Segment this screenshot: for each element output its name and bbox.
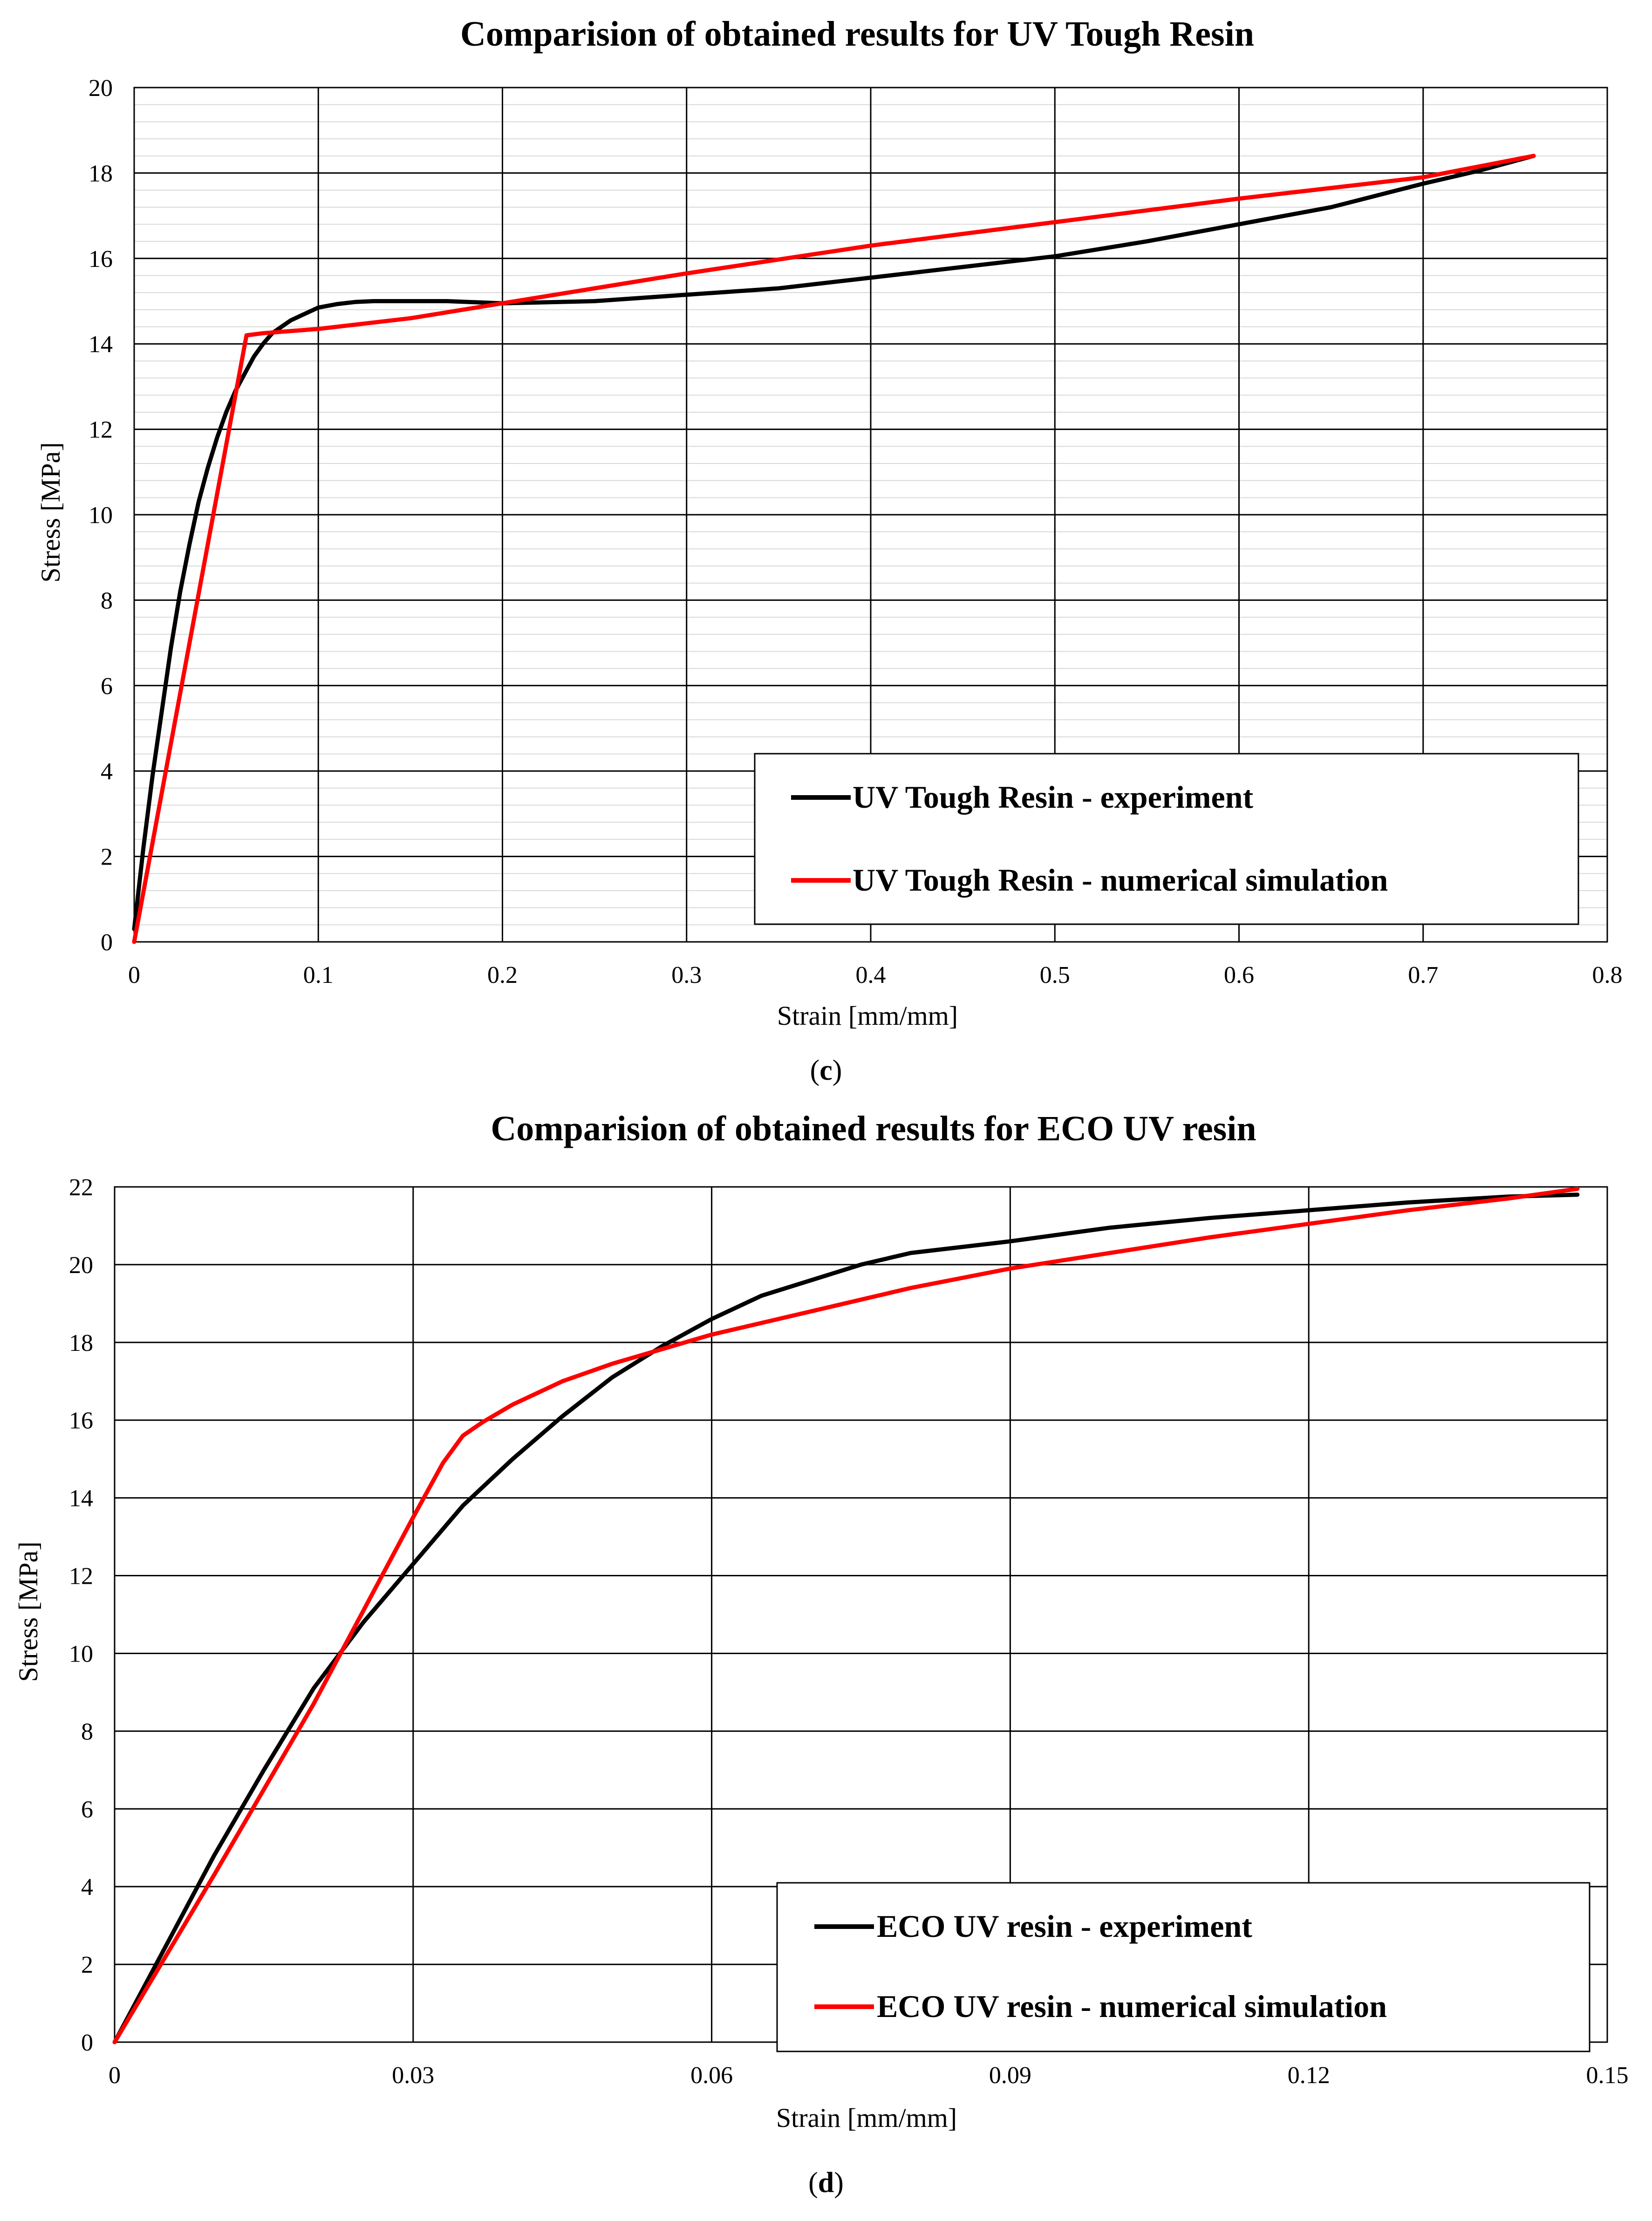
chart-c-caption-open: (	[810, 1055, 820, 1086]
chart-c-y-tick-label: 6	[101, 673, 113, 700]
chart-d-caption: (d)	[808, 2167, 844, 2199]
chart-d-y-tick-labels: 0 2 4 6 8 10 12 14 16 18 20 22	[69, 1174, 93, 2056]
chart-d-y-tick-label: 16	[69, 1408, 93, 1434]
chart-c-legend-experiment-label: UV Tough Resin - experiment	[853, 779, 1254, 815]
chart-d-x-tick-label: 0.12	[1288, 2062, 1330, 2089]
chart-d-x-tick-labels: 0 0.03 0.06 0.09 0.12 0.15	[109, 2062, 1629, 2089]
chart-d-y-tick-label: 4	[81, 1874, 93, 1901]
chart-c-y-tick-label: 16	[89, 246, 113, 273]
chart-c-x-tick-label: 0.3	[671, 962, 702, 988]
chart-d-title: Comparision of obtained results for ECO …	[491, 1109, 1256, 1148]
chart-c-caption: (c)	[810, 1055, 842, 1086]
chart-c-legend-box	[754, 753, 1579, 925]
chart-d-y-tick-label: 18	[69, 1330, 93, 1356]
chart-c-y-tick-label: 4	[101, 758, 113, 785]
chart-panel-c: Comparision of obtained results for UV T…	[35, 14, 1623, 1086]
chart-c-y-tick-label: 20	[89, 75, 113, 102]
chart-panel-d: Comparision of obtained results for ECO …	[13, 1109, 1629, 2199]
chart-d-legend-experiment-label: ECO UV resin - experiment	[877, 1908, 1252, 1944]
chart-c-y-tick-label: 14	[89, 331, 113, 358]
chart-d-x-tick-label: 0.06	[690, 2062, 733, 2089]
chart-d-caption-open: (	[808, 2167, 818, 2199]
chart-d-legend: ECO UV resin - experiment ECO UV resin -…	[776, 1882, 1591, 2052]
chart-d-legend-simulation-label: ECO UV resin - numerical simulation	[877, 1989, 1387, 2024]
chart-d-y-tick-label: 14	[69, 1485, 93, 1512]
chart-d-series-experiment-line	[112, 1192, 1580, 2044]
chart-d-y-tick-label: 8	[81, 1718, 93, 1745]
chart-c-x-tick-label: 0.2	[487, 962, 518, 988]
chart-d-y-tick-label: 10	[69, 1641, 93, 1667]
chart-d-y-tick-label: 2	[81, 1952, 93, 1978]
chart-c-legend-simulation-label: UV Tough Resin - numerical simulation	[853, 862, 1388, 898]
chart-d-y-axis-label: Stress [MPa]	[13, 1541, 43, 1682]
chart-d-y-tick-label: 12	[69, 1563, 93, 1590]
chart-d-y-tick-label: 6	[81, 1796, 93, 1823]
chart-c-x-tick-label: 0.8	[1592, 962, 1623, 988]
chart-c-y-tick-label: 18	[89, 160, 113, 187]
chart-d-x-axis-label: Strain [mm/mm]	[776, 2103, 957, 2133]
chart-c-y-tick-label: 0	[101, 929, 113, 956]
chart-d-series	[112, 1186, 1580, 2044]
chart-c-x-tick-label: 0.7	[1408, 962, 1438, 988]
chart-c-x-tick-label: 0.5	[1040, 962, 1070, 988]
chart-c-caption-letter: c	[819, 1055, 833, 1086]
chart-d-x-tick-label: 0.09	[989, 2062, 1031, 2089]
chart-d-caption-close: )	[834, 2167, 844, 2199]
chart-c-x-tick-label: 0	[128, 962, 140, 988]
chart-d-x-tick-label: 0.15	[1586, 2062, 1629, 2089]
chart-c-y-axis-label: Stress [MPa]	[35, 442, 66, 582]
chart-d-caption-letter: d	[818, 2167, 834, 2199]
chart-d-x-tick-label: 0.03	[392, 2062, 434, 2089]
chart-c-y-tick-label: 12	[89, 417, 113, 443]
chart-c-title: Comparision of obtained results for UV T…	[460, 14, 1254, 54]
chart-c-y-tick-labels: 0 2 4 6 8 10 12 14 16 18 20	[89, 75, 113, 956]
chart-c-series-experiment-line	[132, 154, 1536, 931]
chart-d-y-tick-label: 22	[69, 1174, 93, 1201]
chart-c-plot-frame	[133, 87, 1608, 943]
chart-c-caption-close: )	[833, 1055, 842, 1086]
chart-c-x-axis-label: Strain [mm/mm]	[777, 1001, 958, 1031]
chart-d-legend-box	[776, 1882, 1591, 2052]
chart-d-y-tick-label: 0	[81, 2030, 93, 2056]
chart-c-x-tick-labels: 0 0.1 0.2 0.3 0.4 0.5 0.6 0.7 0.8	[128, 962, 1623, 988]
chart-c-y-tick-label: 2	[101, 844, 113, 871]
chart-c-y-tick-label: 10	[89, 502, 113, 529]
chart-c-legend: UV Tough Resin - experiment UV Tough Res…	[754, 753, 1579, 925]
chart-d-y-tick-label: 20	[69, 1252, 93, 1279]
chart-c-series-simulation-line	[132, 154, 1536, 944]
chart-c-y-tick-label: 8	[101, 587, 113, 614]
chart-c-x-tick-label: 0.1	[303, 962, 334, 988]
chart-d-series-simulation-line	[112, 1186, 1580, 2044]
chart-c-x-tick-label: 0.6	[1224, 962, 1254, 988]
chart-c-x-tick-label: 0.4	[856, 962, 886, 988]
chart-c-series	[132, 154, 1536, 944]
chart-d-x-tick-label: 0	[109, 2062, 121, 2089]
